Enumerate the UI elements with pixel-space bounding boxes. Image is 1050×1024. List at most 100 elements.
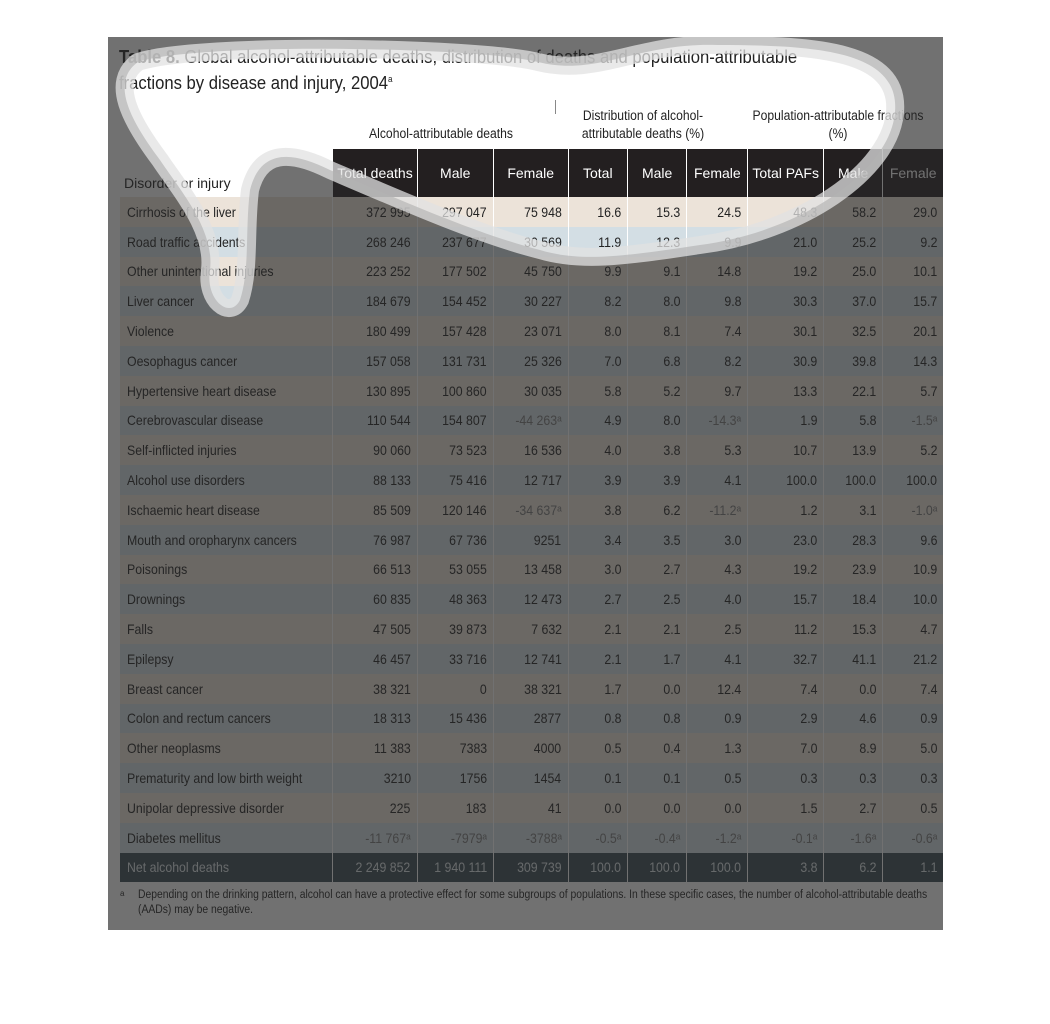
cell-text: 9251 (534, 531, 562, 548)
cell-text: 46 457 (373, 650, 411, 667)
table-cell: 100.0 (567, 852, 628, 883)
cell-text: 85 509 (373, 501, 411, 518)
cell-text: 4.0 (603, 442, 621, 459)
cell-text: 2.7 (603, 591, 621, 608)
cell-text: 5.8 (859, 412, 877, 429)
table-cell: 3.8 (626, 435, 687, 466)
cell-text: 6.2 (663, 501, 681, 518)
cell-text: 75 948 (523, 203, 562, 220)
cell-text: Liver cancer (127, 293, 195, 310)
table-row: Other neoplasms 11 383 7383 4000 0.5 0.4 1.3 7.… (120, 733, 943, 764)
cell-text: 29.0 (913, 203, 937, 220)
cell-text: 0.4 (663, 740, 681, 757)
cell-text: 12 473 (523, 591, 562, 608)
cell-text: 60 835 (373, 591, 411, 608)
column-header: Female (492, 149, 569, 197)
table-cell: 2.7 (626, 554, 687, 585)
table-cell: 12 717 (492, 465, 569, 495)
cell-text: 10.1 (913, 263, 937, 280)
table-cell: 7 632 (492, 614, 569, 644)
cell-text: 8.9 (859, 740, 877, 757)
cell-text: 2.5 (663, 591, 681, 608)
cell-text: 18.4 (852, 591, 877, 608)
cell-text: 4.1 (724, 472, 742, 489)
cell-text: 3.8 (603, 501, 621, 518)
table-cell: 237 677 (416, 226, 494, 257)
table-cell: 3.0 (567, 554, 628, 585)
table-cell: 7383 (416, 733, 494, 764)
table-row: Self-inflicted injuries 90 060 73 523 16 53… (120, 435, 943, 466)
table-cell: 0.9 (882, 703, 943, 734)
table-cell: 23.9 (822, 554, 883, 585)
cell-text: 100 860 (442, 382, 487, 399)
table-cell: 3210 (332, 763, 418, 793)
table-cell: 0.8 (567, 703, 628, 734)
table-cell: 24.5 (686, 197, 748, 227)
table-cell: 7.0 (567, 345, 628, 376)
table-cell: 30 569 (492, 226, 569, 257)
table-cell: 21.0 (747, 226, 824, 257)
row-label: Violence (120, 316, 333, 346)
cell-text: 3.9 (663, 472, 681, 489)
table-cell: 0.9 (686, 703, 748, 734)
cell-text: 2 249 852 (355, 859, 411, 876)
table-cell: 184 679 (332, 286, 418, 317)
cell-text: 0.0 (663, 799, 681, 816)
table-cell: 9.9 (567, 256, 628, 287)
row-label: Cerebrovascular disease (120, 405, 333, 436)
table-cell: 8.0 (626, 405, 687, 436)
cell-text: Net alcohol deaths (127, 859, 230, 876)
table-cell: 25 326 (492, 345, 569, 376)
cell-text: 10.0 (913, 591, 937, 608)
cell-text: 90 060 (373, 442, 411, 459)
cell-text: 2.1 (603, 621, 621, 638)
table-cell: 2.9 (747, 703, 824, 734)
table-cell: 19.2 (747, 554, 824, 585)
table-cell: 3.5 (626, 524, 687, 555)
table-row: Colon and rectum cancers 18 313 15 436 2877… (120, 703, 943, 734)
cell-text: 1 940 111 (433, 859, 487, 876)
table-row: Poisonings 66 513 53 055 13 458 3.0 2.7 4.3 19.… (120, 554, 943, 585)
cell-text: 2.9 (799, 710, 817, 727)
table-cell: 13.3 (747, 375, 824, 406)
table-cell: 4000 (492, 733, 569, 764)
cell-text: 8.2 (724, 352, 742, 369)
footnote: a Depending on the drinking pattern, alco… (120, 888, 927, 918)
cell-text: 75 416 (449, 472, 487, 489)
row-label: Epilepsy (120, 643, 333, 674)
table-cell: 6.2 (822, 852, 883, 883)
cell-text: Other unintentional injuries (127, 263, 274, 280)
table-cell: 100.0 (882, 465, 943, 495)
table-cell: 1 940 111 (416, 852, 494, 883)
table-cell: 14.3 (882, 345, 943, 376)
cell-text: 9.6 (919, 531, 937, 548)
cell-text: 7383 (459, 740, 487, 757)
table-cell: 9.7 (686, 375, 748, 406)
cell-text: 18 313 (373, 710, 411, 727)
cell-text: 47 505 (373, 621, 411, 638)
row-label: Other unintentional injuries (120, 256, 333, 287)
row-label: Self-inflicted injuries (120, 435, 333, 466)
cell-text: 12 741 (523, 650, 562, 667)
table-cell: 7.4 (747, 673, 824, 704)
table-row: Diabetes mellitus -11 767ᵃ -7979ᵃ -3788ᵃ -0.… (120, 822, 943, 853)
table-cell: 8.0 (626, 286, 687, 317)
cell-text: 0.1 (603, 770, 621, 787)
table-cell: 10.9 (882, 554, 943, 585)
cell-text: 13.3 (793, 382, 817, 399)
cell-text: -7979ᵃ (450, 829, 487, 846)
title-footnote-marker: a (388, 74, 393, 84)
cell-text: 23 071 (523, 323, 562, 340)
table-cell: 67 736 (416, 524, 494, 555)
table-cell: 157 058 (332, 345, 418, 376)
table-cell: 0.5 (567, 733, 628, 764)
cell-text: 22.1 (852, 382, 877, 399)
cell-text: Hypertensive heart disease (127, 382, 277, 399)
cell-text: 67 736 (449, 531, 487, 548)
table-cell: 12 473 (492, 584, 569, 615)
cell-text: 157 428 (442, 323, 487, 340)
cell-text: 0.9 (919, 710, 937, 727)
cell-text: 297 047 (442, 203, 487, 220)
cell-text: 157 058 (366, 352, 411, 369)
row-label: Net alcohol deaths (120, 852, 333, 883)
